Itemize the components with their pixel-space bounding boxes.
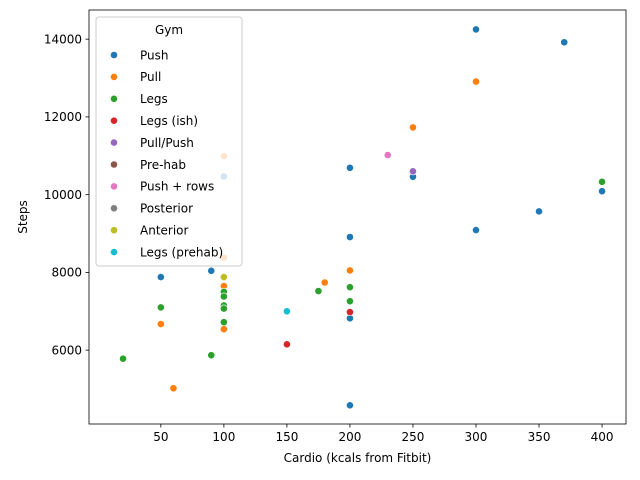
legend-label: Legs (prehab) xyxy=(140,245,223,259)
legend-label: Pull xyxy=(140,70,161,84)
data-point xyxy=(409,123,417,132)
data-point xyxy=(346,233,354,241)
legend-label: Legs xyxy=(140,92,168,106)
data-point xyxy=(346,308,354,316)
legend-label: Posterior xyxy=(140,202,193,216)
legend-marker xyxy=(110,138,118,147)
data-point xyxy=(156,273,165,281)
legend-label: Push xyxy=(140,48,169,62)
y-axis-label: Steps xyxy=(16,200,30,234)
legend-box xyxy=(95,16,243,267)
legend-title: Gym xyxy=(155,23,183,37)
data-point xyxy=(346,266,354,275)
x-axis-label: Cardio (kcals from Fitbit) xyxy=(284,451,432,465)
data-point xyxy=(346,401,354,410)
data-point xyxy=(472,77,480,86)
data-point xyxy=(207,351,216,360)
y-tick-label: 10000 xyxy=(44,188,82,202)
legend-marker xyxy=(110,94,118,103)
data-point xyxy=(409,167,417,176)
data-point xyxy=(472,226,480,234)
legend: Gym Push Pull Legs Legs (ish) Pull/Push Pre-ha… xyxy=(95,16,243,267)
x-tick-label: 300 xyxy=(465,430,488,444)
legend-label: Push + rows xyxy=(140,180,214,194)
legend-marker xyxy=(110,182,118,191)
legend-label: Legs (ish) xyxy=(140,114,198,128)
data-point xyxy=(119,354,127,363)
x-tick-label: 200 xyxy=(338,430,361,444)
y-tick-label: 8000 xyxy=(51,266,82,280)
y-tick-label: 12000 xyxy=(44,110,82,124)
data-point xyxy=(598,177,606,186)
data-point xyxy=(472,25,480,34)
data-point xyxy=(346,297,354,306)
data-point xyxy=(219,292,228,301)
legend-marker xyxy=(110,116,118,125)
y-tick-label: 6000 xyxy=(51,343,82,357)
data-point xyxy=(207,266,216,275)
data-point xyxy=(219,325,228,334)
data-point xyxy=(169,384,178,393)
data-point xyxy=(219,318,228,327)
data-point xyxy=(156,303,165,312)
data-point xyxy=(383,151,392,159)
data-point xyxy=(283,340,291,349)
data-point xyxy=(283,307,291,316)
x-axis-ticks: 50 100 150 200 250 300 350 400 xyxy=(153,424,614,444)
x-tick-label: 400 xyxy=(591,430,614,444)
y-axis-ticks: 6000 8000 10000 12000 14000 xyxy=(44,32,89,357)
plot-frame xyxy=(88,9,627,425)
data-point xyxy=(598,187,606,196)
data-point xyxy=(320,278,329,287)
x-tick-label: 100 xyxy=(212,430,235,444)
legend-marker xyxy=(110,204,118,213)
legend-marker xyxy=(110,160,118,169)
data-point xyxy=(156,320,165,328)
x-tick-label: 350 xyxy=(528,430,551,444)
data-point xyxy=(219,273,228,281)
data-point xyxy=(219,304,228,313)
data-point xyxy=(314,287,323,295)
data-point xyxy=(560,38,569,47)
data-point xyxy=(346,283,354,292)
x-tick-label: 50 xyxy=(153,430,168,444)
legend-marker xyxy=(110,73,118,81)
data-point xyxy=(346,163,354,172)
x-tick-label: 150 xyxy=(275,430,298,444)
y-tick-label: 14000 xyxy=(44,32,82,46)
legend-marker xyxy=(110,226,118,235)
legend-label: Pre-hab xyxy=(140,158,186,172)
legend-marker xyxy=(110,51,118,59)
legend-marker xyxy=(110,248,118,256)
x-tick-label: 250 xyxy=(402,430,425,444)
legend-label: Pull/Push xyxy=(140,136,194,150)
legend-label: Anterior xyxy=(140,224,189,238)
data-point xyxy=(535,207,543,216)
